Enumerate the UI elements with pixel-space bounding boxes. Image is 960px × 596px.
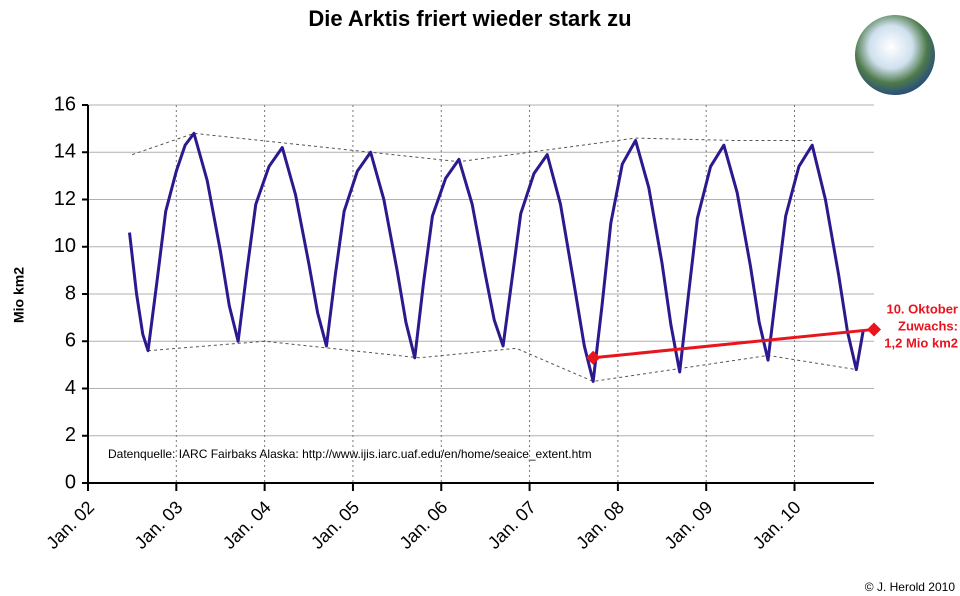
credit: © J. Herold 2010 — [865, 580, 956, 594]
page: Die Arktis friert wieder stark zu Mio km… — [0, 0, 960, 596]
chart-title: Die Arktis friert wieder stark zu — [308, 6, 631, 31]
annotation-text: 1,2 Mio km2 — [884, 335, 958, 350]
x-tick-label: Jan. 06 — [396, 497, 452, 553]
annotation-text: 10. Oktober — [886, 301, 958, 316]
y-tick-label: 4 — [65, 377, 76, 399]
x-tick-label: Jan. 07 — [484, 497, 540, 553]
annotation-text: Zuwachs: — [898, 318, 958, 333]
y-tick-label: 16 — [54, 93, 76, 115]
x-tick-label: Jan. 09 — [660, 497, 716, 553]
globe-icon — [855, 15, 935, 95]
y-tick-label: 6 — [65, 330, 76, 352]
x-tick-label: Jan. 03 — [131, 497, 187, 553]
y-tick-label: 12 — [54, 188, 76, 210]
y-tick-label: 10 — [54, 235, 76, 257]
x-tick-label: Jan. 04 — [219, 497, 275, 553]
annotation-line — [593, 329, 874, 357]
x-tick-label: Jan. 05 — [307, 497, 363, 553]
y-axis-label: Mio km2 — [11, 267, 27, 323]
y-tick-label: 2 — [65, 424, 76, 446]
envelope-line — [148, 341, 856, 381]
source-note: Datenquelle: IARC Fairbaks Alaska: http:… — [108, 447, 592, 461]
x-tick-label: Jan. 02 — [42, 497, 98, 553]
data-line — [130, 133, 864, 381]
chart: Die Arktis friert wieder stark zu Mio km… — [0, 0, 960, 596]
x-tick-label: Jan. 10 — [749, 497, 805, 553]
x-tick-label: Jan. 08 — [572, 497, 628, 553]
y-tick-label: 14 — [54, 141, 76, 163]
envelope-line — [132, 133, 812, 161]
annotation-marker — [867, 322, 881, 336]
y-tick-label: 8 — [65, 282, 76, 304]
y-tick-label: 0 — [65, 471, 76, 493]
